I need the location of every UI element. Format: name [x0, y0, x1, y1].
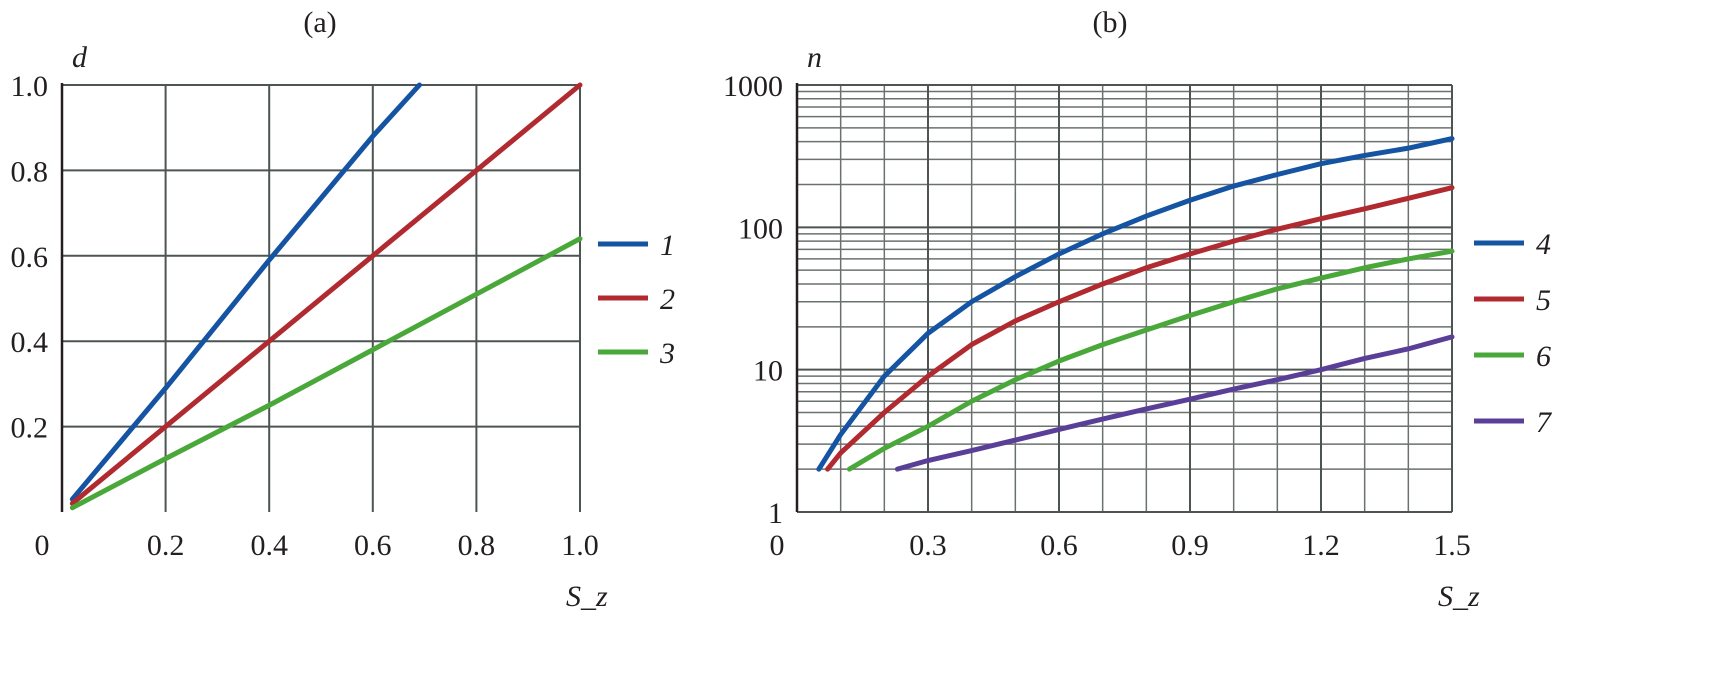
- legend-label-5: 5: [1536, 284, 1551, 317]
- panel-a-x-axis-label: S_z: [566, 580, 608, 613]
- panel-b: 1 10 100 1000 0 0.3 0.6 0.9 1.2 1.5 n 4 5 6 7: [723, 41, 1553, 562]
- x-tick-label: 0.9: [1171, 529, 1209, 562]
- y-tick-label: 0.2: [11, 412, 49, 445]
- y-tick-label: 0.8: [11, 155, 49, 188]
- panel-b-title: (b): [1093, 6, 1128, 39]
- x-tick-label: 0: [770, 529, 785, 562]
- legend-label-2: 2: [660, 283, 675, 316]
- x-tick-label: 1.2: [1302, 529, 1340, 562]
- panel-a: 0.2 0.4 0.6 0.8 1.0 0 0.2 0.4 0.6 0.8 1.0 d 1 2 3: [11, 41, 676, 562]
- y-tick-label: 1.0: [11, 70, 49, 103]
- legend-label-1: 1: [660, 229, 675, 262]
- x-tick-label: 1.5: [1433, 529, 1471, 562]
- series-1-line: [69, 82, 422, 502]
- x-tick-label: 0.8: [458, 529, 496, 562]
- legend-label-4: 4: [1536, 228, 1551, 261]
- x-tick-label: 0.2: [147, 529, 185, 562]
- series-4-line: [816, 136, 1455, 472]
- x-tick-label: 0.4: [250, 529, 288, 562]
- y-tick-label: 1000: [723, 70, 783, 103]
- y-axis-label: n: [807, 41, 822, 74]
- legend-label-6: 6: [1536, 340, 1551, 373]
- y-axis-label: d: [72, 41, 88, 74]
- legend-label-3: 3: [659, 337, 675, 370]
- y-tick-label: 0.4: [11, 326, 49, 359]
- series-3-line: [69, 236, 583, 511]
- series-5-line: [825, 185, 1455, 472]
- legend-label-7: 7: [1536, 406, 1553, 439]
- x-tick-label: 0.6: [1040, 529, 1078, 562]
- y-tick-label: 10: [753, 355, 783, 388]
- series-7-line: [894, 334, 1455, 472]
- series-6-line: [846, 248, 1455, 472]
- y-tick-label: 1: [768, 497, 783, 530]
- panel-b-x-axis-label: S_z: [1438, 580, 1480, 613]
- x-tick-label: 0: [35, 529, 50, 562]
- x-tick-label: 0.6: [354, 529, 392, 562]
- x-tick-label: 0.3: [909, 529, 947, 562]
- y-tick-label: 0.6: [11, 241, 49, 274]
- x-tick-label: 1.0: [561, 529, 599, 562]
- y-tick-label: 100: [738, 212, 783, 245]
- panel-a-title: (a): [303, 6, 336, 39]
- series-2-line: [69, 82, 583, 506]
